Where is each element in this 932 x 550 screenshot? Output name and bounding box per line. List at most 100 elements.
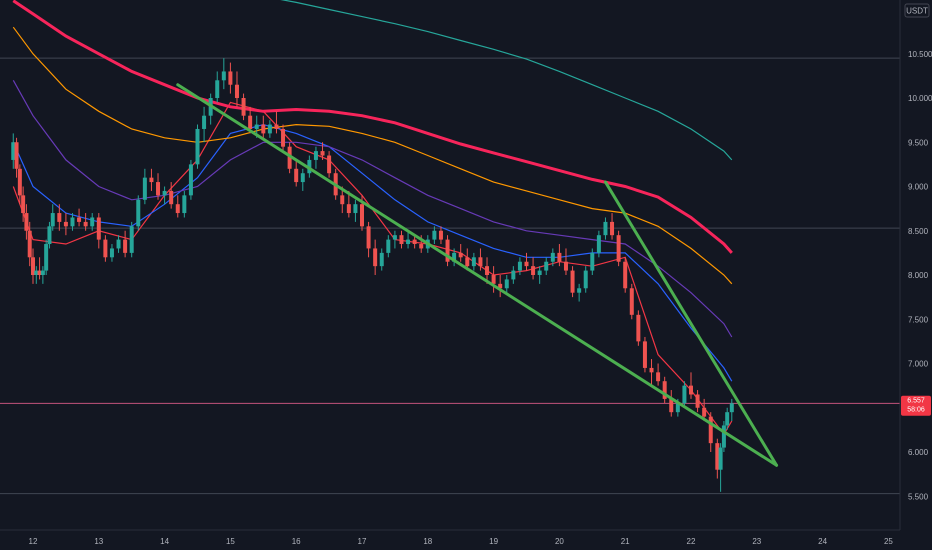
candle-13 [57,204,62,231]
y-tick-9: 10.000 [908,94,932,103]
candle-body-1 [14,142,19,169]
candle-19 [96,213,101,249]
candle-5 [27,221,32,267]
candle-body-71 [438,230,443,240]
currency-text: USDT [906,7,928,16]
candle-73 [452,248,457,267]
candle-2 [17,164,22,205]
candle-12 [50,204,55,231]
y-tick-4: 7.500 [908,315,929,324]
last-price: 6.557 [907,398,925,405]
candle-74 [458,244,463,262]
candle-78 [485,257,490,284]
candle-33 [188,159,193,200]
x-tick-0: 12 [29,537,38,546]
candle-11 [47,221,52,249]
candle-88 [550,248,555,267]
candle-108 [682,381,687,408]
trendline-0 [176,83,779,467]
candle-115 [721,421,726,452]
candle-60 [366,221,371,258]
candle-8 [37,257,42,280]
candle-body-25 [136,199,141,227]
y-tick-7: 9.000 [908,183,929,192]
candle-93 [583,266,588,293]
candle-body-3 [21,195,26,214]
x-tick-8: 20 [555,537,564,546]
moving-average-0 [12,101,733,436]
candle-104 [656,363,661,386]
candle-20 [103,235,108,262]
candle-15 [70,213,75,231]
candle-body-46 [274,124,279,129]
candle-62 [379,248,384,271]
y-tick-8: 9.500 [908,138,929,147]
candle-body-5 [27,230,32,258]
candle-body-97 [610,221,615,236]
candle-84 [524,252,529,271]
candle-22 [116,235,121,253]
candle-116 [725,407,730,430]
candle-body-39 [228,71,233,85]
candle-76 [471,252,476,271]
candle-82 [511,266,516,284]
candle-90 [563,248,568,275]
candle-body-4 [24,213,29,231]
candle-100 [629,283,634,320]
candle-body-2 [17,168,22,196]
candle-body-23 [123,239,128,253]
candle-46 [274,111,279,134]
candle-3 [21,186,26,222]
candle-body-99 [623,261,628,289]
candle-body-41 [241,98,246,116]
candle-40 [234,71,239,107]
candle-21 [109,244,114,262]
candle-47 [281,124,286,152]
candle-body-62 [379,252,384,267]
candle-body-26 [142,177,147,200]
candle-body-86 [537,270,542,275]
candle-65 [399,230,404,249]
candle-body-42 [248,115,253,129]
candle-52 [313,146,318,169]
candle-body-53 [320,151,325,156]
candle-body-102 [642,341,647,368]
horizontal-lines [0,57,900,495]
candle-body-110 [695,394,700,408]
currency-label: USDT [904,3,930,18]
candle-body-77 [478,257,483,267]
x-tick-4: 16 [292,537,301,546]
candle-37 [215,71,220,103]
candle-10 [44,239,49,275]
candle-79 [491,266,496,293]
candle-57 [346,190,351,218]
candle-101 [636,310,641,346]
candle-63 [386,235,391,258]
candle-9 [40,266,45,284]
candle-body-6 [31,257,35,275]
candle-body-7 [34,270,39,275]
candle-body-68 [419,244,424,249]
candle-body-92 [577,288,582,293]
candle-64 [392,230,397,249]
candle-body-74 [458,252,463,258]
x-tick-10: 22 [687,537,696,546]
candle-body-103 [649,367,654,373]
candle-86 [537,266,542,284]
countdown: 58:06 [907,407,925,414]
candle-body-112 [708,416,713,444]
candle-7 [34,266,39,284]
candle-body-59 [360,204,364,227]
candle-99 [623,257,628,293]
y-tick-5: 8.000 [908,271,929,280]
candle-85 [531,257,536,280]
candle-body-105 [662,381,667,399]
time-axis[interactable]: 12 13 14 15 16 17 18 19 20 21 22 23 24 25 [29,537,894,546]
candle-91 [570,266,575,298]
candle-body-28 [156,182,161,196]
moving-average-5 [280,0,733,161]
candle-body-79 [491,275,496,284]
candle-body-93 [583,270,588,289]
